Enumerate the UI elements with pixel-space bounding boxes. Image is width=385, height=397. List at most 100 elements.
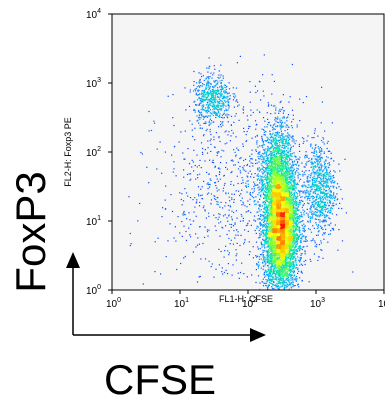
event-point: [326, 181, 328, 184]
event-point: [190, 223, 192, 225]
event-point: [266, 225, 268, 227]
event-point: [282, 282, 285, 284]
event-point: [279, 144, 281, 146]
event-point: [219, 104, 221, 107]
event-point: [317, 234, 319, 236]
event-point: [274, 265, 276, 267]
event-point: [271, 268, 273, 270]
event-point: [249, 203, 251, 206]
event-point: [237, 105, 239, 107]
event-point: [305, 212, 308, 214]
event-point: [192, 135, 194, 138]
event-point: [281, 174, 283, 176]
event-point: [283, 147, 285, 149]
event-point: [204, 122, 206, 124]
event-point: [313, 180, 315, 182]
event-point: [302, 204, 304, 206]
event-point: [264, 269, 266, 271]
event-point: [275, 278, 277, 280]
event-point: [258, 229, 260, 232]
event-point: [270, 166, 272, 168]
event-point: [297, 224, 299, 226]
event-point: [300, 211, 302, 213]
event-point: [320, 200, 322, 202]
event-point: [268, 179, 270, 181]
event-point: [236, 175, 238, 177]
event-point: [204, 88, 207, 90]
event-point: [290, 191, 292, 193]
event-point: [250, 211, 252, 214]
event-point: [218, 111, 220, 113]
event-point: [261, 253, 263, 255]
event-point: [297, 269, 299, 271]
event-point: [281, 145, 283, 147]
event-point: [283, 281, 285, 283]
event-point: [257, 146, 259, 148]
event-point: [201, 101, 203, 103]
event-point: [283, 269, 285, 271]
event-point: [210, 94, 212, 96]
event-point: [196, 86, 198, 88]
event-point: [213, 80, 215, 82]
event-point: [256, 179, 258, 181]
event-point: [311, 162, 314, 164]
event-point: [312, 166, 314, 168]
event-point: [228, 215, 230, 217]
event-point: [215, 107, 217, 109]
event-point: [290, 255, 292, 257]
event-point: [283, 284, 285, 286]
event-point: [319, 158, 321, 161]
event-point: [280, 128, 282, 130]
event-point: [290, 270, 292, 272]
event-point: [261, 128, 263, 130]
event-point: [194, 206, 196, 208]
event-point: [216, 201, 218, 203]
event-point: [201, 85, 203, 87]
event-point: [300, 254, 302, 256]
event-point: [208, 120, 210, 122]
event-point: [165, 208, 167, 210]
event-point: [312, 182, 314, 184]
event-point: [246, 180, 248, 182]
event-point: [182, 213, 184, 215]
event-point: [294, 255, 296, 257]
event-point: [284, 272, 286, 274]
event-point: [295, 210, 297, 212]
event-point: [280, 100, 282, 102]
event-point: [148, 182, 150, 184]
event-point: [337, 198, 339, 200]
event-point: [245, 170, 247, 172]
event-point: [292, 162, 294, 164]
event-point: [330, 212, 332, 214]
event-point: [330, 190, 332, 192]
event-point: [260, 159, 263, 161]
event-point: [323, 215, 325, 217]
event-point: [257, 218, 259, 220]
event-point: [288, 101, 290, 103]
event-point: [292, 270, 294, 273]
event-point: [281, 173, 283, 175]
event-point: [297, 236, 299, 238]
event-point: [271, 167, 273, 169]
event-point: [185, 109, 187, 111]
event-point: [292, 262, 294, 264]
event-point: [215, 268, 217, 270]
event-point: [324, 207, 326, 209]
event-point: [264, 186, 266, 188]
event-point: [267, 157, 269, 159]
event-point: [231, 197, 233, 199]
event-point: [208, 76, 210, 78]
event-point: [327, 182, 329, 184]
event-point: [328, 233, 330, 235]
event-point: [288, 190, 291, 193]
event-point: [234, 151, 236, 153]
event-point: [263, 170, 265, 172]
event-point: [221, 100, 223, 102]
event-point: [283, 125, 285, 127]
event-point: [301, 215, 303, 217]
event-point: [184, 213, 186, 215]
event-point: [224, 84, 226, 86]
event-point: [316, 155, 318, 158]
event-point: [298, 165, 300, 167]
event-point: [290, 282, 292, 285]
